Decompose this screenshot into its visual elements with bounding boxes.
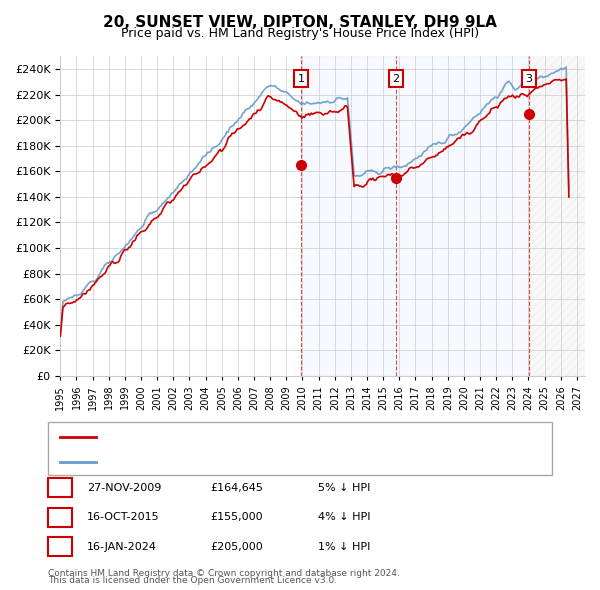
Text: Contains HM Land Registry data © Crown copyright and database right 2024.: Contains HM Land Registry data © Crown c… bbox=[48, 569, 400, 578]
Text: 5% ↓ HPI: 5% ↓ HPI bbox=[318, 483, 370, 493]
Text: £164,645: £164,645 bbox=[210, 483, 263, 493]
Text: 1% ↓ HPI: 1% ↓ HPI bbox=[318, 542, 370, 552]
Bar bbox=[529, 56, 585, 376]
Text: £155,000: £155,000 bbox=[210, 513, 263, 522]
Text: HPI: Average price, detached house, County Durham: HPI: Average price, detached house, Coun… bbox=[102, 457, 377, 467]
Text: 20, SUNSET VIEW, DIPTON, STANLEY, DH9 9LA (detached house): 20, SUNSET VIEW, DIPTON, STANLEY, DH9 9L… bbox=[102, 432, 438, 442]
Text: 3: 3 bbox=[526, 74, 533, 84]
Text: £205,000: £205,000 bbox=[210, 542, 263, 552]
Text: 27-NOV-2009: 27-NOV-2009 bbox=[87, 483, 161, 493]
Text: 16-OCT-2015: 16-OCT-2015 bbox=[87, 513, 160, 522]
Text: 16-JAN-2024: 16-JAN-2024 bbox=[87, 542, 157, 552]
Text: 1: 1 bbox=[298, 74, 305, 84]
Bar bbox=[301, 56, 529, 376]
Text: Price paid vs. HM Land Registry's House Price Index (HPI): Price paid vs. HM Land Registry's House … bbox=[121, 27, 479, 40]
Text: 2: 2 bbox=[56, 513, 64, 522]
Text: This data is licensed under the Open Government Licence v3.0.: This data is licensed under the Open Gov… bbox=[48, 576, 337, 585]
Text: 4% ↓ HPI: 4% ↓ HPI bbox=[318, 513, 371, 522]
Text: 2: 2 bbox=[392, 74, 400, 84]
Text: 20, SUNSET VIEW, DIPTON, STANLEY, DH9 9LA: 20, SUNSET VIEW, DIPTON, STANLEY, DH9 9L… bbox=[103, 15, 497, 30]
Text: 3: 3 bbox=[56, 542, 64, 552]
Text: 1: 1 bbox=[56, 483, 64, 493]
